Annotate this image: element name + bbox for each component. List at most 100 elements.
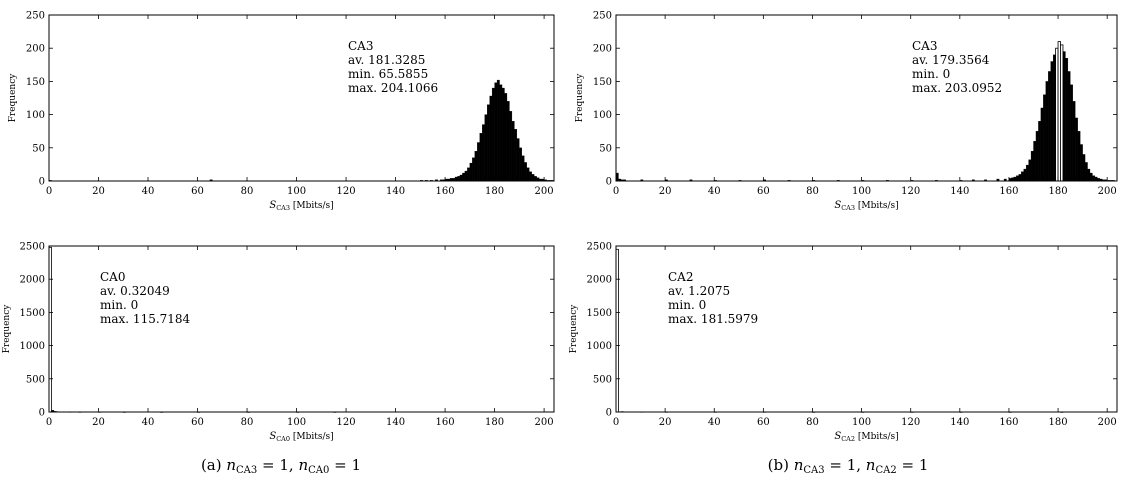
histogram-bar [511, 121, 515, 182]
histogram-bar [467, 167, 470, 182]
histogram-bar [479, 133, 483, 182]
histogram-bar [469, 162, 473, 182]
histogram-bar [494, 82, 498, 182]
histogram-bar [1050, 61, 1054, 182]
histogram-bar [509, 111, 513, 182]
x-tick-label: 100 [852, 417, 871, 428]
histogram-bar [526, 167, 530, 182]
histogram-bar [1075, 117, 1078, 182]
histogram-bar [1023, 168, 1027, 182]
stats-annotation-line: CA3 [348, 39, 373, 53]
x-tick-label: 100 [287, 417, 306, 428]
plot-frame [48, 245, 555, 413]
x-tick-label: 200 [535, 186, 554, 197]
stats-annotation-line: av. 0.32049 [100, 284, 170, 298]
x-tick-label: 100 [287, 186, 306, 197]
histogram-bar [1035, 131, 1039, 182]
plot-frame [48, 14, 555, 182]
histogram-bar [474, 150, 478, 182]
histogram-bar [506, 101, 510, 182]
histogram-bar [1067, 71, 1071, 182]
histogram-bar [519, 147, 522, 182]
stats-annotation-line: av. 179.3564 [912, 53, 990, 67]
y-tick-label: 500 [26, 374, 45, 385]
y-tick-label: 100 [593, 110, 612, 121]
x-tick-label: 180 [485, 186, 504, 197]
y-tick-label: 2500 [20, 242, 45, 253]
histogram-bar [524, 162, 527, 182]
y-axis-label: Frequency [569, 304, 579, 354]
x-tick-label: 120 [337, 417, 356, 428]
x-tick-label: 60 [757, 186, 770, 197]
x-tick-label: 80 [241, 417, 254, 428]
histogram-bar [516, 138, 520, 182]
y-tick-label: 0 [606, 177, 612, 188]
histogram-bar [1084, 162, 1088, 182]
plot-frame [615, 14, 1118, 182]
x-tick-label: 160 [999, 186, 1018, 197]
x-tick-label: 0 [46, 417, 52, 428]
x-tick-label: 140 [950, 186, 969, 197]
histogram-bar [496, 79, 500, 182]
histogram-panel-b-top: 0 20 40 60 80 100 120 140 160 180 200 0 50 100 150 200 2… [575, 11, 1118, 212]
y-tick-label: 0 [606, 408, 612, 419]
histogram-bar [1040, 107, 1044, 182]
stats-annotation-line: min. 65.5855 [348, 67, 428, 81]
histogram-panel-a-top: 0 20 40 60 80 100 120 140 160 180 200 0 50 100 150 200 2… [8, 11, 555, 212]
histogram-bar [1094, 176, 1098, 182]
x-tick-label: 80 [241, 186, 254, 197]
x-tick-label: 60 [757, 417, 770, 428]
stats-annotation-line: max. 203.0952 [912, 81, 1002, 95]
histogram-bar [459, 174, 463, 182]
stats-annotation-line: min. 0 [912, 67, 950, 81]
x-tick-label: 200 [1098, 417, 1117, 428]
y-tick-label: 250 [26, 11, 45, 22]
x-tick-label: 60 [191, 186, 204, 197]
x-tick-label: 100 [852, 186, 871, 197]
histogram-bar [1070, 84, 1073, 182]
y-tick-label: 0 [39, 177, 45, 188]
x-tick-label: 160 [999, 417, 1018, 428]
stats-annotation-line: CA3 [912, 39, 937, 53]
histogram-bar [1025, 164, 1029, 182]
y-tick-label: 50 [32, 143, 45, 154]
x-axis-label: SCA3 [Mbits/s] [834, 200, 898, 212]
y-tick-label: 250 [593, 11, 612, 22]
stats-annotation-line: CA2 [668, 270, 693, 284]
histogram-bar [489, 95, 493, 182]
x-tick-label: 0 [613, 417, 619, 428]
x-tick-label: 20 [659, 186, 672, 197]
histogram-bar [501, 87, 505, 182]
y-tick-label: 2000 [587, 275, 612, 286]
histogram-bar [1080, 144, 1083, 182]
x-tick-label: 160 [436, 186, 455, 197]
histogram-bar [464, 170, 468, 182]
x-tick-label: 140 [386, 417, 405, 428]
histogram-panel-b-bottom: 0 20 40 60 80 100 120 140 160 180 2000500100015002… [569, 242, 1118, 443]
x-tick-label: 160 [436, 417, 455, 428]
subfigure-caption: (a) nCA3 = 1, nCA0 = 1 [201, 456, 361, 476]
histogram-bar [1033, 141, 1037, 182]
histogram-bar [1048, 71, 1051, 182]
x-tick-label: 180 [485, 417, 504, 428]
histogram-bar [1087, 168, 1091, 182]
y-tick-label: 2500 [587, 242, 612, 253]
histogram-bar [1072, 101, 1076, 182]
y-tick-label: 0 [39, 408, 45, 419]
x-tick-label: 200 [535, 417, 554, 428]
x-tick-label: 200 [1098, 186, 1117, 197]
histogram-panel-a-bottom: 0 20 40 60 80 100 120 140 160 180 2000500100015002… [2, 242, 555, 443]
y-tick-label: 1000 [587, 341, 612, 352]
histogram-bar [484, 114, 488, 182]
subfigure-caption: (b) nCA3 = 1, nCA2 = 1 [768, 456, 929, 476]
y-tick-label: 50 [599, 143, 612, 154]
x-axis-label: SCA3 [Mbits/s] [269, 200, 333, 212]
histogram-bar [454, 176, 458, 182]
y-axis-label: Frequency [2, 304, 12, 354]
histogram-bar [1043, 94, 1046, 182]
y-axis-label: Frequency [575, 73, 585, 123]
stats-annotation-line: max. 204.1066 [348, 81, 438, 95]
stats-annotation-line: max. 181.5979 [668, 312, 758, 326]
stats-annotation-line: av. 181.3285 [348, 53, 425, 67]
